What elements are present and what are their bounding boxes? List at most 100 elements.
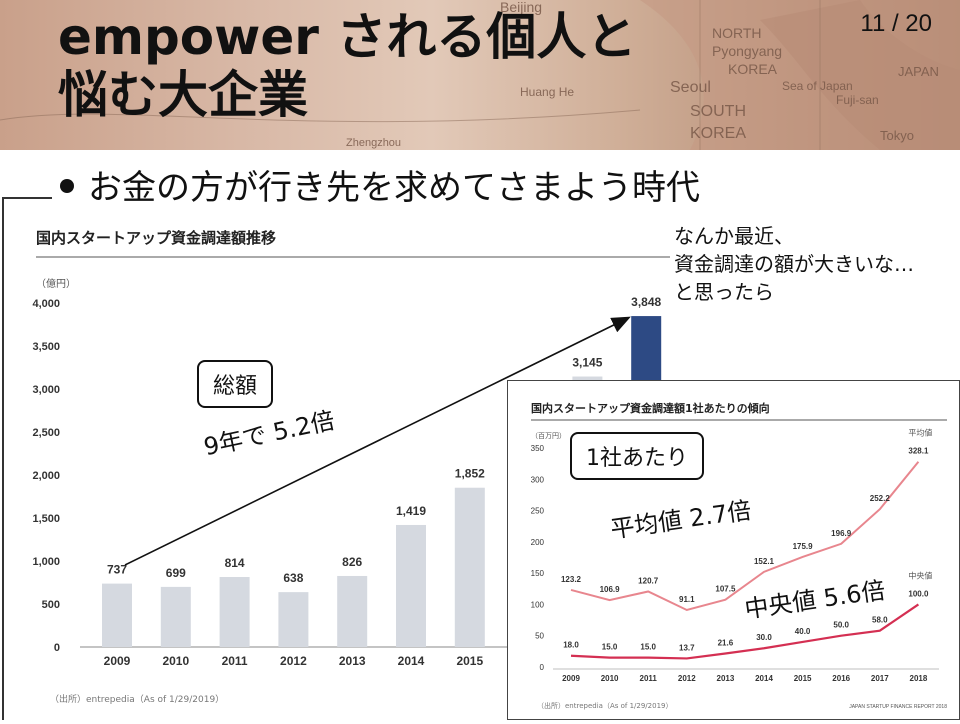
point-value-label: 50.0	[833, 621, 849, 630]
map-label: Fuji-san	[836, 93, 879, 107]
point-value-label: 18.0	[563, 641, 579, 650]
y-tick-label: 300	[531, 475, 545, 484]
callout-note: なんか最近、 資金調達の額が大きいな… と思ったら	[670, 222, 918, 306]
map-label: JAPAN	[898, 64, 939, 79]
series-label: 平均値	[908, 428, 932, 438]
series-line	[570, 461, 920, 612]
point-value-label: 100.0	[908, 589, 929, 598]
x-tick-label: 2013	[717, 674, 735, 683]
map-label: Zhengzhou	[346, 137, 401, 149]
y-tick-label: 0	[54, 642, 60, 654]
point-value-label: 175.9	[793, 542, 814, 551]
bullet-point: お金の方が行き先を求めてさまよう時代	[60, 160, 700, 209]
x-tick-label: 2009	[562, 674, 580, 683]
map-background: Beijing NORTH Pyongyang KOREA Seoul SOUTH KORE…	[0, 0, 960, 150]
x-tick-label: 2013	[339, 654, 366, 668]
map-label: Seoul	[670, 79, 711, 96]
bar	[278, 592, 309, 647]
x-tick-label: 2018	[910, 674, 928, 683]
point-value-label: 196.9	[831, 529, 852, 538]
y-tick-label: 50	[535, 632, 544, 641]
x-tick-label: 2010	[601, 674, 619, 683]
map-label: NORTH	[712, 25, 762, 41]
line-chart-panel: 国内スタートアップ資金調達額1社あたりの傾向 （百万円） 0 50 100 150 200 2…	[507, 380, 960, 720]
point-value-label: 123.2	[561, 575, 582, 584]
x-tick-label: 2012	[678, 674, 696, 683]
map-label: KOREA	[690, 125, 746, 142]
point-value-label: 30.0	[756, 633, 772, 642]
chart-title: 国内スタートアップ資金調達額推移	[36, 229, 276, 247]
frame-line-left	[2, 197, 4, 720]
map-label: KOREA	[728, 61, 778, 77]
point-value-label: 13.7	[679, 643, 695, 652]
series-line	[570, 603, 920, 660]
bar	[454, 487, 485, 647]
y-axis-unit: （億円）	[36, 277, 76, 290]
per-company-label: 1社あたり	[586, 446, 688, 471]
y-tick-label: 4,000	[32, 298, 60, 310]
x-tick-label: 2012	[280, 654, 307, 668]
source-note: （出所）entrepedia（As of 1/29/2019）	[50, 693, 224, 705]
point-value-label: 91.1	[679, 595, 695, 604]
total-label: 総額	[213, 374, 258, 399]
bar-value-label: 737	[107, 563, 127, 577]
x-tick-label: 2011	[222, 654, 248, 668]
series-label: 中央値	[908, 570, 932, 580]
source-note: （出所）entrepedia（As of 1/29/2019）	[537, 701, 672, 710]
bar-value-label: 826	[342, 555, 362, 569]
page-number: 11 / 20	[860, 10, 932, 37]
bar	[160, 586, 191, 647]
x-tick-label: 2010	[162, 654, 189, 668]
bar-value-label: 3,145	[572, 356, 602, 370]
y-axis-unit: （百万円）	[531, 432, 566, 440]
bar-value-label: 699	[166, 566, 186, 580]
bullet-icon	[60, 178, 74, 193]
y-tick-label: 500	[42, 599, 60, 611]
map-label: Pyongyang	[712, 43, 782, 59]
bar-value-label: 638	[283, 571, 303, 585]
y-tick-label: 1,000	[32, 556, 60, 568]
y-tick-label: 250	[531, 507, 545, 516]
x-tick-label: 2015	[794, 674, 812, 683]
title-line-1: empower される個人と	[58, 8, 637, 66]
note-line-2: 資金調達の額が大きいな…	[674, 252, 914, 276]
total-label-box: 総額	[197, 360, 274, 408]
map-label: Tokyo	[880, 128, 914, 143]
y-tick-label: 150	[531, 569, 545, 578]
point-value-label: 58.0	[872, 616, 888, 625]
frame-line-top	[2, 197, 52, 199]
point-value-label: 21.6	[718, 638, 734, 647]
bullet-text: お金の方が行き先を求めてさまよう時代	[88, 168, 700, 208]
x-tick-label: 2017	[871, 674, 889, 683]
bar	[219, 576, 250, 647]
bar-value-label: 3,848	[631, 295, 661, 309]
y-tick-label: 350	[531, 444, 545, 453]
bar-value-label: 1,419	[396, 504, 426, 518]
bar-value-label: 1,852	[455, 467, 485, 481]
bar	[396, 524, 426, 647]
y-tick-label: 2,000	[32, 470, 60, 482]
point-value-label: 152.1	[754, 557, 775, 566]
title-line-2: 悩む大企業	[58, 66, 308, 124]
y-tick-label: 2,500	[32, 427, 60, 439]
point-value-label: 120.7	[638, 576, 659, 585]
point-value-label: 107.5	[715, 585, 736, 594]
x-tick-label: 2009	[104, 654, 131, 668]
point-value-label: 40.0	[795, 627, 811, 636]
map-label: SOUTH	[690, 103, 746, 120]
y-tick-label: 1,500	[32, 513, 60, 525]
bar	[102, 583, 132, 647]
bar	[337, 575, 368, 647]
map-label: Beijing	[500, 0, 542, 15]
slide-title: empower される個人と 悩む大企業	[58, 8, 636, 124]
header-banner: Beijing NORTH Pyongyang KOREA Seoul SOUTH KORE…	[0, 0, 960, 150]
y-tick-label: 0	[540, 663, 545, 672]
y-tick-label: 200	[531, 538, 545, 547]
x-tick-label: 2014	[755, 674, 773, 683]
point-value-label: 106.9	[600, 585, 621, 594]
point-value-label: 328.1	[908, 447, 929, 456]
x-tick-label: 2015	[456, 654, 483, 668]
chart-title: 国内スタートアップ資金調達額1社あたりの傾向	[531, 401, 770, 415]
point-value-label: 15.0	[602, 643, 618, 652]
x-tick-label: 2016	[832, 674, 850, 683]
